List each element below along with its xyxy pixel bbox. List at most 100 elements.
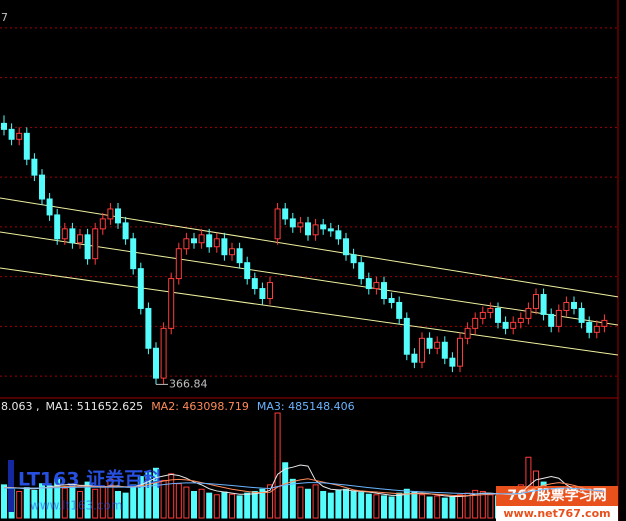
volume-bar: [419, 494, 425, 519]
candle-body: [578, 307, 585, 323]
candle-body: [411, 353, 418, 363]
candle-body: [213, 238, 220, 248]
candle-body: [343, 238, 349, 256]
candle-body: [99, 218, 106, 230]
volume-bar: [61, 487, 68, 519]
candle-body: [464, 327, 471, 339]
candle-body: [115, 208, 121, 224]
volume-bar: [472, 489, 479, 519]
candle-body: [593, 325, 600, 333]
volume-bar: [122, 492, 129, 519]
candle-body: [320, 224, 327, 230]
volume-bar: [229, 493, 235, 519]
volume-bar: [426, 496, 433, 519]
candle-body: [457, 337, 463, 367]
candle-body: [54, 214, 61, 240]
candle-body: [365, 278, 372, 290]
candle-body: [39, 174, 45, 200]
volume-bar: [46, 485, 53, 519]
site-url-box: [496, 506, 618, 521]
low-annotation: 366.84: [169, 377, 208, 390]
volume-bar: [168, 473, 175, 519]
candle-body: [548, 313, 555, 327]
candle-body: [8, 128, 15, 140]
volume-bar: [153, 467, 159, 519]
volume-bar: [236, 495, 243, 519]
volume-bar: [343, 488, 349, 519]
logo-bar: [8, 460, 14, 512]
candle-body: [69, 228, 76, 244]
candle-body: [540, 294, 547, 315]
candle-body: [510, 321, 517, 329]
candle-body: [449, 357, 456, 367]
volume-bar: [335, 489, 342, 519]
legend-entry: MA1: 511652.625: [45, 400, 143, 413]
volume-bar: [115, 490, 121, 519]
volume-bar: [23, 487, 30, 519]
channel-line: [0, 231, 619, 326]
candle-body: [479, 311, 486, 319]
candle-body: [472, 317, 479, 329]
volume-bar: [198, 488, 205, 519]
candle-body: [77, 234, 83, 244]
volume-bar: [289, 478, 296, 519]
volume-bar: [1, 484, 7, 519]
candle-body: [403, 317, 410, 355]
candle-body: [517, 317, 524, 323]
candle-body: [282, 208, 289, 220]
candle-body: [206, 234, 213, 248]
candle-body: [373, 282, 380, 290]
volume-bar: [39, 483, 45, 519]
volume-bar: [251, 490, 258, 519]
volume-bar: [381, 495, 387, 519]
candle-body: [487, 307, 494, 313]
volume-bar: [312, 484, 319, 519]
volume-bar: [282, 462, 289, 519]
volume-bar: [221, 491, 228, 519]
candle-body: [555, 309, 562, 327]
candle-body: [244, 262, 251, 280]
candle-body: [525, 307, 532, 319]
candle-body: [191, 238, 197, 244]
candle-body: [175, 248, 182, 280]
volume-bar: [449, 496, 456, 519]
candle-body: [160, 327, 167, 379]
candle-body: [289, 218, 296, 228]
candle-body: [61, 228, 68, 240]
volume-bar: [107, 478, 114, 519]
candle-body: [130, 238, 137, 270]
candle-body: [198, 234, 205, 244]
volume-bar: [137, 476, 144, 519]
candle-body: [168, 278, 175, 329]
volume-bar: [92, 488, 99, 519]
volume-bar: [487, 494, 494, 519]
volume-bar: [434, 495, 441, 519]
candle-body: [441, 341, 448, 359]
candle-body: [426, 337, 433, 349]
volume-bar: [16, 490, 23, 519]
candle-body: [92, 228, 99, 260]
candle-body: [381, 282, 387, 299]
candle-body: [229, 248, 235, 256]
candle-body: [571, 301, 577, 309]
volume-bar: [244, 492, 251, 519]
watermark-url: www.lt163.com: [30, 499, 123, 513]
volume-bar: [396, 492, 403, 519]
candle-body: [259, 288, 266, 299]
ma-line: [4, 482, 605, 495]
volume-bar: [259, 488, 266, 519]
volume-bar: [77, 490, 83, 519]
volume-bar: [479, 490, 486, 519]
legend-entry: MA3: 485148.406: [257, 400, 355, 413]
volume-bar: [320, 490, 327, 519]
volume-bar: [464, 492, 471, 519]
volume-bar: [160, 479, 167, 519]
candle-body: [274, 208, 281, 240]
candle-body: [267, 282, 273, 299]
candle-body: [312, 224, 319, 236]
site-url: www.net767.com: [503, 507, 610, 520]
candle-body: [350, 254, 357, 264]
volume-bar: [358, 492, 365, 519]
candle-body: [107, 208, 114, 220]
